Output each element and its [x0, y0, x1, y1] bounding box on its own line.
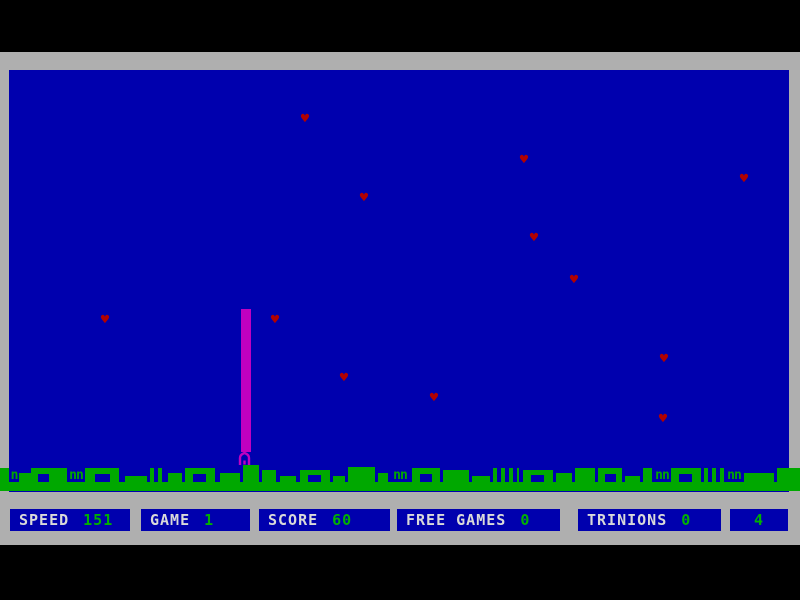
- heart-icon: ♥: [300, 111, 310, 127]
- city-window: [531, 475, 544, 482]
- status-label: GAME: [150, 511, 191, 529]
- heart-icon: ♥: [658, 411, 668, 427]
- city-building: [31, 468, 55, 482]
- city-building: [55, 468, 67, 482]
- bottom-black-band: [0, 545, 800, 600]
- status-value: 0: [681, 511, 692, 529]
- city-base-strip: [0, 482, 800, 491]
- city-window: [95, 474, 110, 482]
- heart-icon: ♥: [519, 152, 529, 168]
- city-building: [443, 470, 469, 482]
- status-value: 4: [753, 511, 765, 529]
- heart-icon: ♥: [339, 370, 349, 386]
- city-arch-glyphs: nn: [69, 470, 84, 482]
- status-label: FREE GAMES: [406, 511, 507, 529]
- city-building: [412, 468, 440, 482]
- heart-icon: ♥: [270, 312, 280, 328]
- city-arch-glyphs: nn: [393, 470, 408, 482]
- city-building: [671, 468, 701, 482]
- player-bar: [241, 309, 251, 452]
- city-window: [308, 475, 321, 482]
- city-building: [168, 473, 182, 482]
- city-building: [744, 473, 774, 482]
- heart-icon: ♥: [529, 230, 539, 246]
- status-value: 60: [332, 511, 353, 529]
- city-building: [300, 470, 330, 482]
- status-box-trinions: TRINIONS 0: [578, 509, 721, 531]
- status-box-free-games: FREE GAMES 0: [397, 509, 560, 531]
- city-building: [643, 468, 652, 482]
- heart-icon: ♥: [739, 171, 749, 187]
- city-building: [243, 465, 259, 482]
- playfield-canvas[interactable]: [9, 70, 789, 492]
- city-building: [85, 468, 119, 482]
- top-black-band: [0, 0, 800, 52]
- city-building: [125, 476, 147, 482]
- city-building: [185, 468, 215, 482]
- status-value: 1: [204, 511, 215, 529]
- city-window: [193, 474, 206, 482]
- city-bar-cluster: [704, 468, 724, 482]
- city-building: [598, 468, 622, 482]
- city-window: [679, 474, 692, 482]
- status-box-score: SCORE 60: [259, 509, 390, 531]
- city-building: [19, 473, 31, 482]
- status-label: SPEED: [19, 511, 70, 529]
- city-arch-glyphs: nn: [727, 470, 742, 482]
- city-bar-cluster: [493, 468, 519, 482]
- city-building: [333, 476, 345, 482]
- city-building: [220, 473, 240, 482]
- city-building: [777, 468, 800, 482]
- city-building: [625, 476, 640, 482]
- status-value: 0: [520, 511, 531, 529]
- city-building: [523, 470, 553, 482]
- heart-icon: ♥: [359, 190, 369, 206]
- city-window: [420, 474, 432, 482]
- city-building: [0, 468, 9, 482]
- city-building: [575, 468, 595, 482]
- status-box-speed: SPEED 151: [10, 509, 130, 531]
- city-arch-glyphs: nn: [655, 470, 670, 482]
- player-ship-icon: [238, 452, 251, 465]
- city-building: [348, 467, 375, 482]
- heart-icon: ♥: [659, 351, 669, 367]
- status-box-game: GAME 1: [141, 509, 250, 531]
- city-building: [556, 473, 572, 482]
- city-building: [262, 470, 276, 482]
- heart-icon: ♥: [569, 272, 579, 288]
- heart-icon: ♥: [100, 312, 110, 328]
- city-building: [280, 476, 296, 482]
- status-box-lives: 4: [730, 509, 788, 531]
- city-building: [378, 473, 388, 482]
- city-arch-glyphs: n: [10, 470, 19, 482]
- heart-icon: ♥: [429, 390, 439, 406]
- city-window: [605, 474, 616, 482]
- city-building: [472, 476, 490, 482]
- city-window: [38, 474, 49, 482]
- status-label: SCORE: [268, 511, 319, 529]
- status-value: 151: [83, 511, 114, 529]
- status-label: TRINIONS: [587, 511, 668, 529]
- city-skyline: n nn nn nn nn: [0, 465, 800, 492]
- city-bar-cluster: [150, 468, 166, 482]
